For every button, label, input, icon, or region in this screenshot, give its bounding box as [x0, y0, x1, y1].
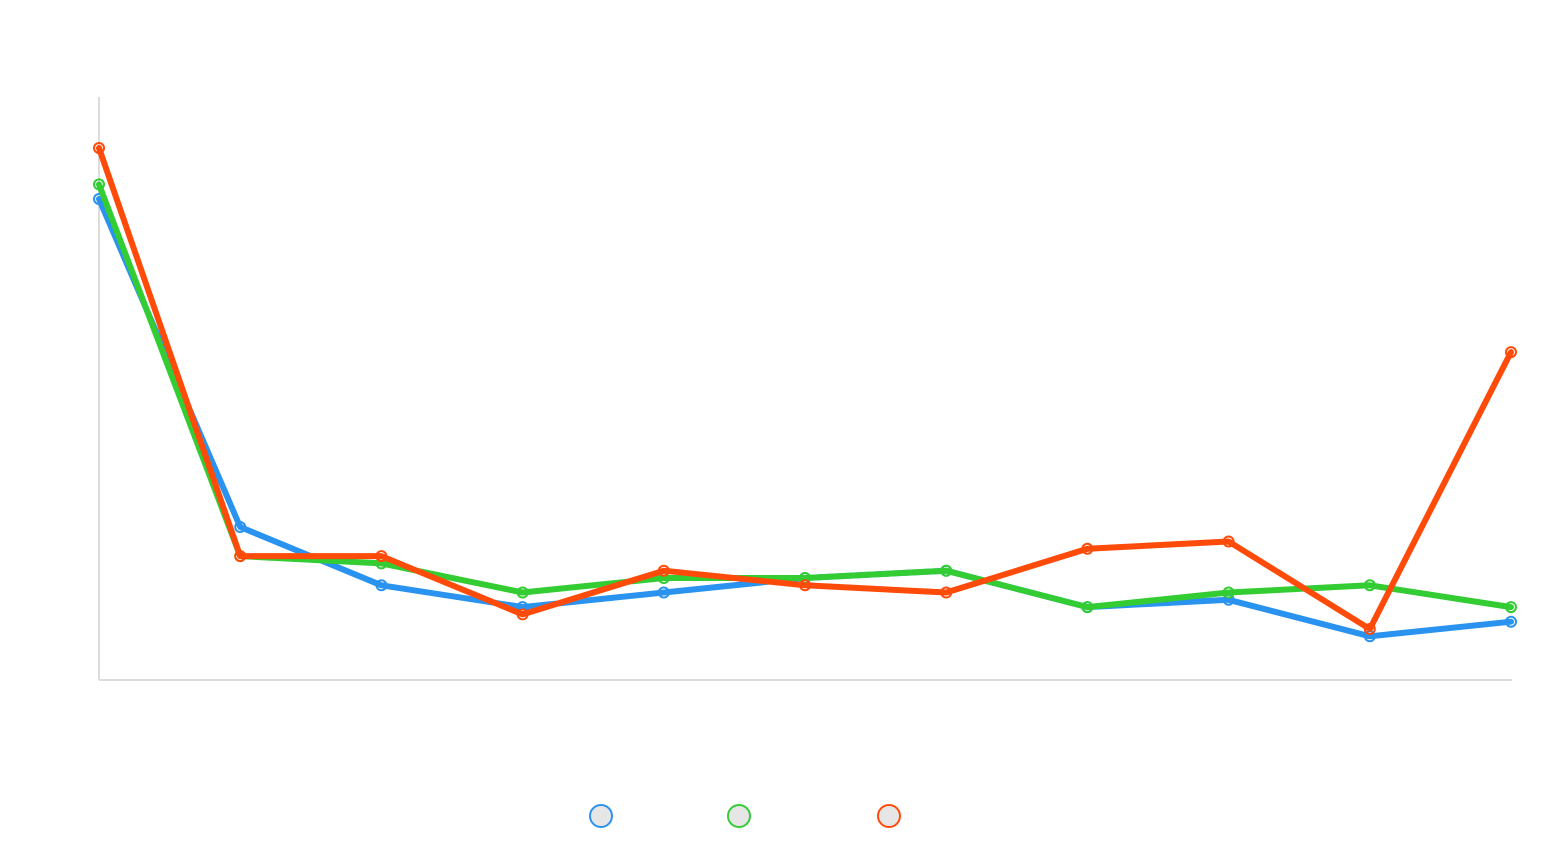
- series-1-point[interactable]: [1505, 615, 1517, 628]
- series-2-point[interactable]: [1363, 579, 1376, 592]
- series-2-point[interactable]: [1222, 586, 1235, 599]
- series-2-point[interactable]: [1081, 601, 1094, 614]
- series-3-point[interactable]: [93, 142, 105, 154]
- legend-marker-series-3[interactable]: [877, 804, 901, 828]
- series-3: [93, 142, 1517, 635]
- series-1-point[interactable]: [375, 579, 388, 592]
- legend: [589, 804, 901, 828]
- series-1: [93, 193, 1517, 643]
- series-1-point[interactable]: [234, 521, 247, 533]
- series-2: [93, 178, 1517, 614]
- series-3-point[interactable]: [1222, 535, 1235, 548]
- series-layer: [93, 142, 1517, 643]
- series-3-point[interactable]: [516, 608, 529, 621]
- series-3-point[interactable]: [1363, 623, 1376, 635]
- series-2-point[interactable]: [940, 564, 953, 577]
- series-2-line: [96, 181, 1514, 611]
- series-3-point[interactable]: [940, 586, 953, 599]
- series-3-point[interactable]: [1505, 346, 1517, 359]
- series-3-point[interactable]: [1081, 542, 1094, 555]
- legend-marker-series-2[interactable]: [727, 804, 751, 828]
- series-3-point[interactable]: [375, 550, 388, 563]
- series-1-line: [96, 196, 1514, 640]
- series-3-point[interactable]: [799, 579, 811, 592]
- series-3-point[interactable]: [234, 550, 247, 563]
- series-3-line: [96, 145, 1514, 632]
- series-2-point[interactable]: [1505, 601, 1517, 614]
- series-3-point[interactable]: [657, 564, 670, 577]
- series-2-point[interactable]: [93, 178, 105, 191]
- series-2-point[interactable]: [516, 586, 529, 599]
- series-1-point[interactable]: [657, 586, 670, 599]
- legend-marker-series-1[interactable]: [589, 804, 613, 828]
